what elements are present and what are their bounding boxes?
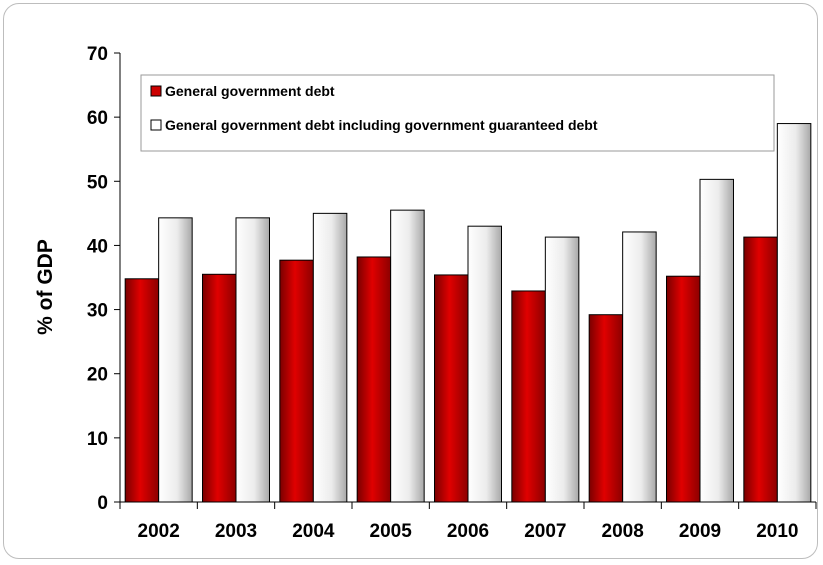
bar-gg-debt-incl-guaranteed-2002 [158, 217, 193, 503]
x-tick-label: 2009 [679, 521, 721, 542]
y-tick-label: 0 [97, 493, 108, 514]
bar-gg-debt-incl-guaranteed-2004 [312, 212, 348, 503]
x-tick-label: 2003 [215, 521, 257, 542]
bar-gg-debt-2002 [124, 278, 160, 503]
bar-gg-debt-incl-guaranteed-2007 [544, 236, 580, 503]
bar-gg-debt-incl-guaranteed-2005 [390, 209, 425, 503]
bars-group [124, 123, 812, 503]
y-tick-label: 70 [87, 44, 108, 65]
bar-gg-debt-incl-guaranteed-2006 [467, 225, 502, 503]
x-tick-label: 2008 [602, 521, 644, 542]
bar-gg-debt-2008 [588, 314, 624, 503]
bar-gg-debt-incl-guaranteed-2003 [235, 217, 270, 503]
legend-label-2: General government debt including govern… [165, 117, 598, 133]
bar-gg-debt-2005 [356, 256, 392, 503]
bar-gg-debt-incl-guaranteed-2008 [622, 231, 657, 503]
legend-swatch-2 [150, 119, 162, 131]
bar-gg-debt-2006 [434, 274, 469, 503]
y-tick-label: 20 [87, 365, 108, 386]
legend-box [140, 74, 775, 152]
x-tick-label: 2005 [370, 521, 413, 542]
x-tick-label: 2007 [524, 521, 566, 542]
bar-gg-debt-2007 [511, 290, 546, 503]
y-axis-title: % of GDP [34, 239, 57, 335]
y-tick-label: 10 [87, 429, 108, 450]
axes-group: 0 10 20 30 40 50 60 70 2002 2003 2004 2005 2006 2007 2… [87, 44, 817, 542]
bar-gg-debt-2003 [202, 273, 237, 503]
legend-swatch-1 [150, 85, 162, 97]
legend: General government debt General governmen… [140, 74, 775, 152]
y-tick-label: 30 [87, 301, 108, 322]
bar-gg-debt-incl-guaranteed-2010 [776, 123, 812, 503]
x-tick-label: 2002 [138, 521, 180, 542]
x-tick-label: 2010 [756, 521, 798, 542]
bar-gg-debt-2004 [279, 259, 314, 503]
x-tick-label: 2004 [292, 521, 335, 542]
bar-gg-debt-2009 [666, 275, 701, 503]
y-tick-label: 40 [87, 236, 108, 257]
x-tick-label: 2006 [447, 521, 489, 542]
y-tick-label: 50 [87, 172, 108, 193]
bar-gg-debt-incl-guaranteed-2009 [699, 178, 734, 503]
legend-label-1: General government debt [165, 83, 335, 99]
bar-gg-debt-2010 [743, 236, 778, 503]
y-tick-label: 60 [87, 108, 108, 129]
